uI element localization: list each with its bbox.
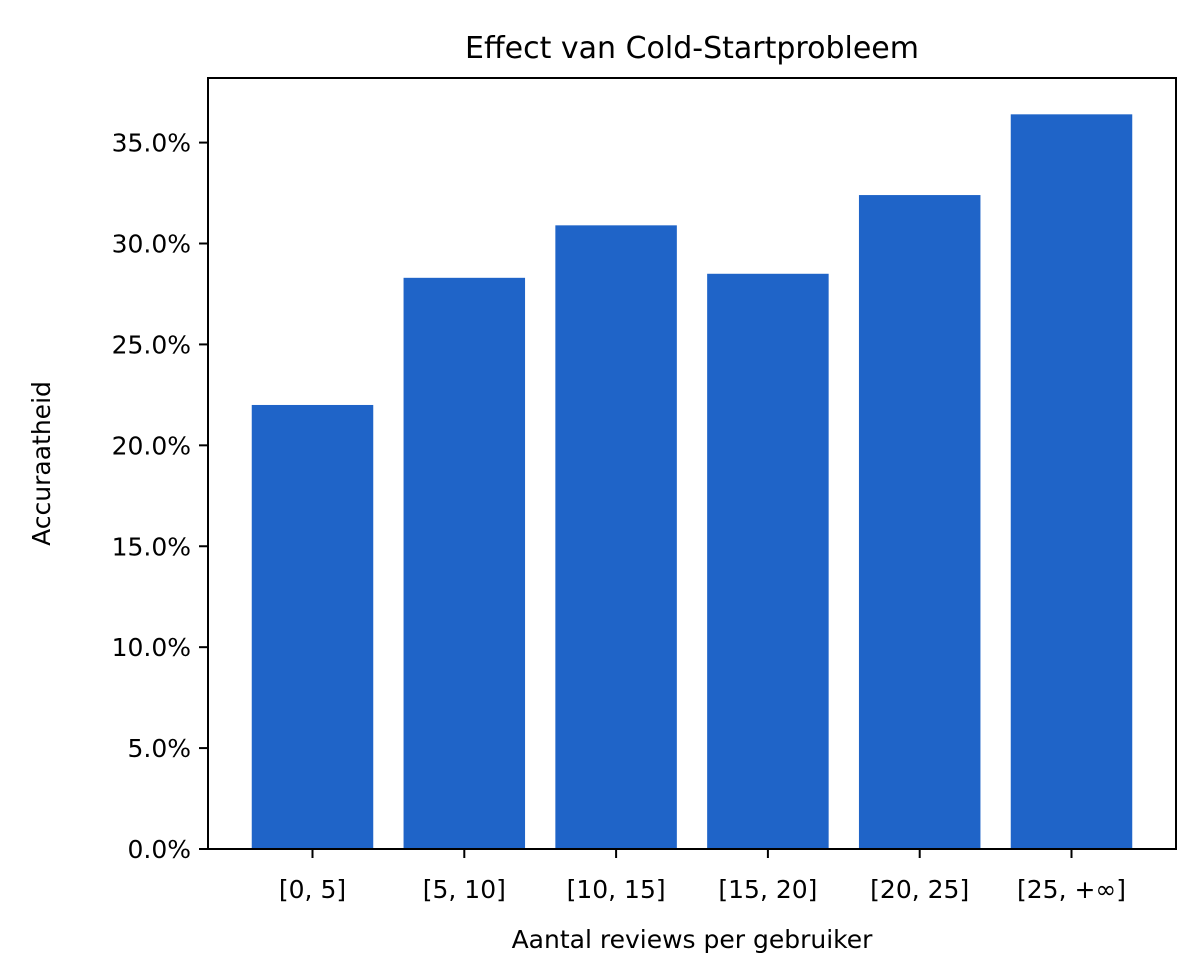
bar xyxy=(403,277,526,849)
y-tick-label: 25.0% xyxy=(112,330,191,359)
bars-group xyxy=(251,114,1133,850)
x-tick-label: [20, 25] xyxy=(870,875,969,904)
x-tick-label: [25, +∞] xyxy=(1017,875,1126,904)
x-tick-label: [10, 15] xyxy=(567,875,666,904)
x-tick-label: [0, 5] xyxy=(279,875,346,904)
bar xyxy=(858,195,981,850)
y-tick-label: 15.0% xyxy=(112,532,191,561)
y-tick-label: 30.0% xyxy=(112,230,191,259)
x-tick-label: [15, 20] xyxy=(718,875,817,904)
y-axis-label: Accuraatheid xyxy=(27,381,56,546)
y-tick-label: 0.0% xyxy=(127,835,191,864)
bar xyxy=(251,404,374,849)
bar xyxy=(555,225,677,849)
bar xyxy=(707,273,829,850)
x-tick-label: [5, 10] xyxy=(423,875,506,904)
y-tick-label: 20.0% xyxy=(112,431,191,460)
y-tick-label: 10.0% xyxy=(112,633,191,662)
y-tick-label: 5.0% xyxy=(127,734,191,763)
y-axis-ticks: 0.0% 5.0% 10.0% 15.0% 20.0% 25.0% 30.0% 35.0% xyxy=(112,129,208,864)
x-axis-label: Aantal reviews per gebruiker xyxy=(512,925,874,954)
chart-title: Effect van Cold-Startprobleem xyxy=(465,31,919,66)
plot-area-frame xyxy=(207,77,1177,850)
x-axis-ticks: [0, 5] [5, 10] [10, 15] [15, 20] [20, 25] [25… xyxy=(279,849,1126,904)
y-tick-label: 35.0% xyxy=(112,129,191,158)
bar xyxy=(1010,114,1133,850)
